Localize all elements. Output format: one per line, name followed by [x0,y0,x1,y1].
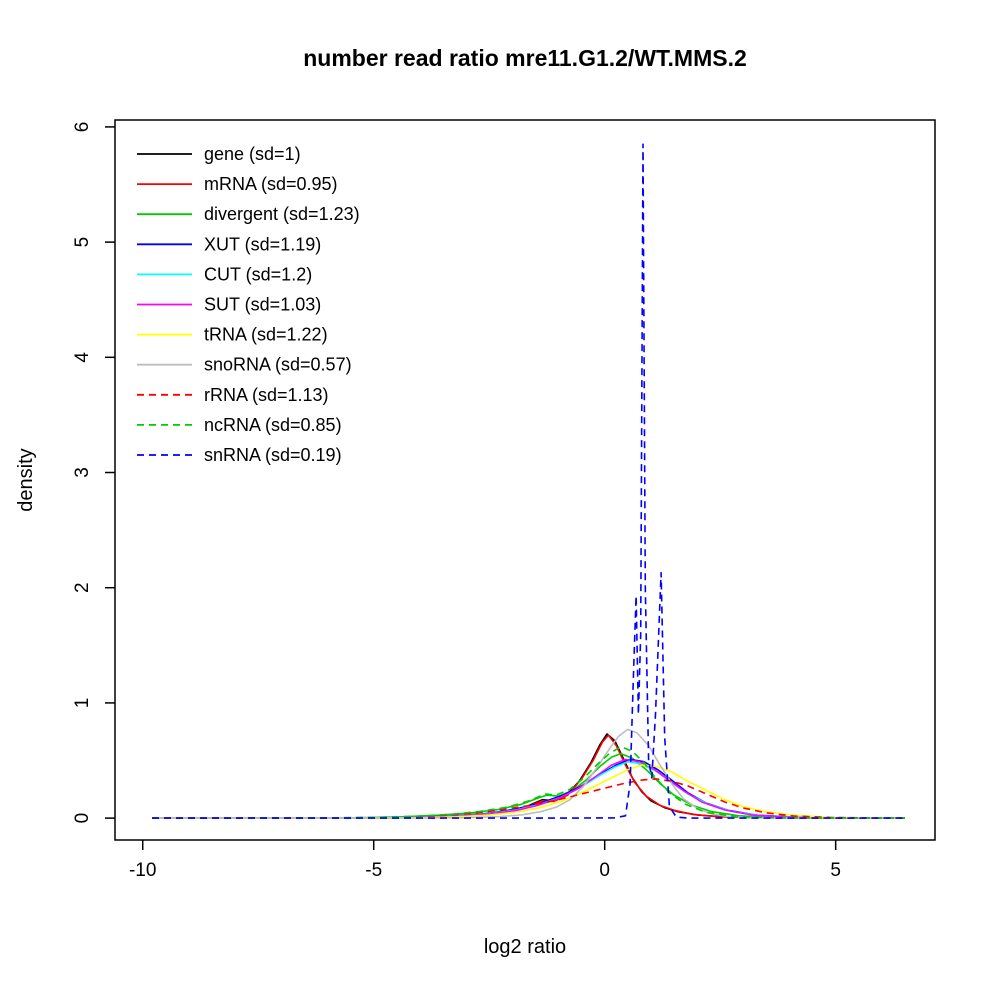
x-axis-label: log2 ratio [484,936,566,958]
legend-label-rRNA: rRNA (sd=1.13) [204,385,329,405]
y-tick-label: 5 [72,237,93,248]
legend-label-snoRNA: snoRNA (sd=0.57) [204,355,352,375]
y-tick-label: 6 [72,122,93,133]
legend-label-CUT: CUT (sd=1.2) [204,264,312,284]
x-tick-label: 0 [599,860,610,881]
legend-label-divergent: divergent (sd=1.23) [204,204,360,224]
x-tick-label: 5 [830,860,841,881]
y-tick-label: 1 [72,698,93,709]
legend-label-XUT: XUT (sd=1.19) [204,234,321,254]
legend: gene (sd=1) mRNA (sd=0.95) divergent (sd=1… [137,144,360,465]
x-tick-label: -10 [129,860,156,881]
y-axis-label: density [15,448,37,511]
plot-frame [114,119,936,841]
legend-label-ncRNA: ncRNA (sd=0.85) [204,415,342,435]
y-tick-label: 4 [72,352,93,363]
series-rRNA [151,778,906,819]
series-divergent [151,752,906,819]
legend-label-snRNA: snRNA (sd=0.19) [204,445,342,465]
legend-label-gene: gene (sd=1) [204,144,301,164]
legend-label-tRNA: tRNA (sd=1.22) [204,325,328,345]
series-ncRNA [151,745,906,819]
axes: -10 -5 0 5 0 1 2 3 4 5 6 [72,119,936,881]
x-tick-label: -5 [365,860,382,881]
curves [151,143,906,819]
y-tick-label: 2 [72,582,93,593]
y-tick-label: 3 [72,467,93,478]
legend-label-SUT: SUT (sd=1.03) [204,295,321,315]
legend-label-mRNA: mRNA (sd=0.95) [204,174,338,194]
y-tick-label: 0 [72,813,93,824]
series-tRNA [151,764,906,819]
chart-title: number read ratio mre11.G1.2/WT.MMS.2 [303,45,747,71]
